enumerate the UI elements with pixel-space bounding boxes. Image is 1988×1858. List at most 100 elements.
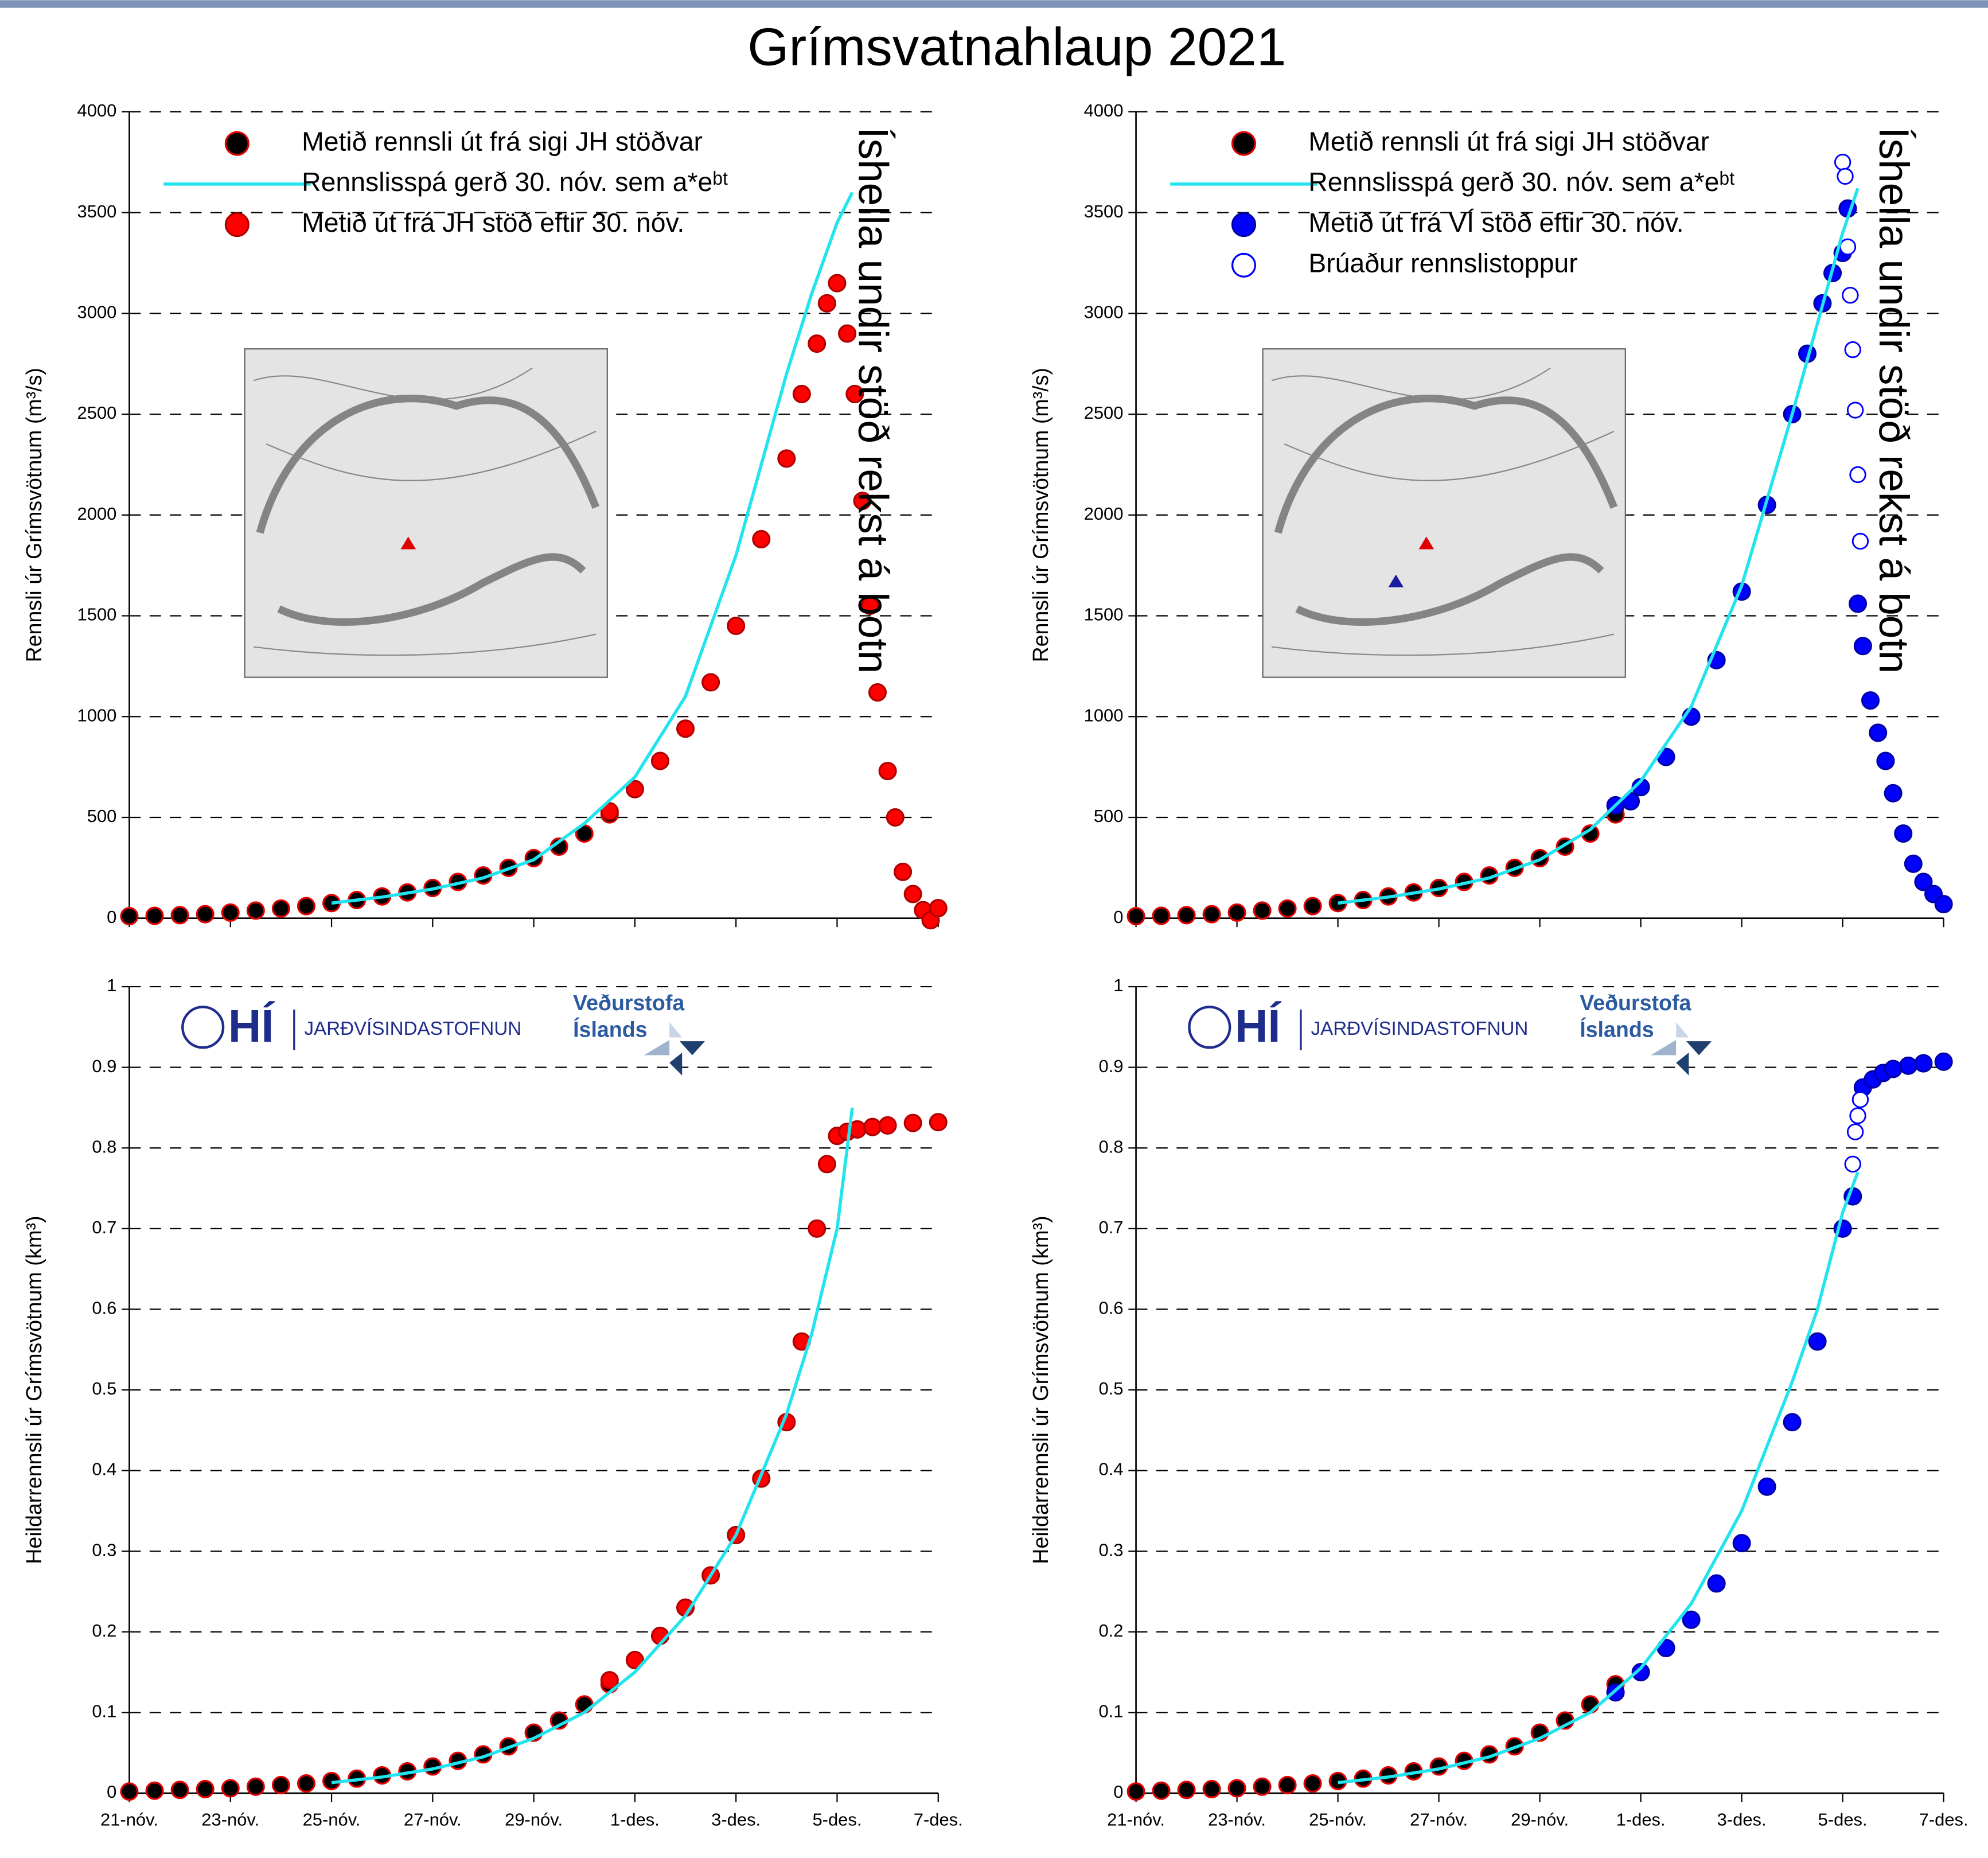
data-point bbox=[1683, 1611, 1699, 1628]
data-point-open bbox=[1847, 1124, 1863, 1140]
data-point-open bbox=[1838, 169, 1853, 184]
x-tick-label: 23-nóv. bbox=[1208, 1810, 1266, 1830]
page: {"title": "Grímsvatnahlaup 2021", "logos… bbox=[0, 0, 1988, 1858]
data-point bbox=[1733, 1535, 1750, 1552]
x-tick-label: 23-nóv. bbox=[201, 1810, 259, 1830]
data-point bbox=[930, 900, 946, 917]
legend-marker bbox=[1233, 132, 1256, 155]
logo-text: JARÐVÍSINDASTOFNUN bbox=[305, 1018, 522, 1039]
y-tick-label: 1500 bbox=[77, 605, 117, 625]
figure: Grímsvatnahlaup 2021 Íshella undir stöð … bbox=[0, 0, 1988, 1858]
legend-marker bbox=[1233, 254, 1256, 276]
data-point bbox=[870, 684, 886, 701]
y-tick-label: 2500 bbox=[1084, 403, 1124, 423]
y-tick-label: 0 bbox=[1113, 1782, 1123, 1802]
legend-label: Metið rennsli út frá sigi JH stöðvar bbox=[302, 126, 703, 156]
data-point bbox=[1128, 1783, 1144, 1800]
data-point bbox=[1279, 1777, 1296, 1794]
x-tick-label: 7-des. bbox=[914, 1810, 963, 1830]
figure-title: Grímsvatnahlaup 2021 bbox=[747, 17, 1286, 76]
y-tick-label: 4000 bbox=[1084, 100, 1124, 120]
data-point bbox=[809, 1220, 825, 1237]
data-point bbox=[879, 763, 896, 780]
data-point bbox=[247, 902, 264, 919]
data-point bbox=[1254, 1778, 1270, 1795]
data-point bbox=[809, 336, 825, 352]
data-point bbox=[1708, 1575, 1725, 1592]
logo-text: Veðurstofa bbox=[1580, 991, 1691, 1015]
y-tick-label: 500 bbox=[87, 806, 117, 826]
y-tick-label: 0.4 bbox=[1098, 1459, 1123, 1479]
logo-text: Íslands bbox=[1580, 1017, 1654, 1041]
data-point bbox=[1870, 724, 1886, 741]
y-tick-label: 3000 bbox=[77, 302, 117, 322]
data-point bbox=[930, 1114, 946, 1131]
data-point bbox=[197, 1781, 213, 1798]
x-tick-label: 27-nóv. bbox=[404, 1810, 462, 1830]
data-point bbox=[879, 1117, 896, 1134]
data-point bbox=[1935, 1053, 1952, 1070]
data-point bbox=[1784, 1414, 1800, 1431]
x-tick-label: 5-des. bbox=[812, 1810, 862, 1830]
y-tick-label: 2000 bbox=[1084, 504, 1124, 524]
top-band bbox=[0, 0, 1988, 7]
inset-map bbox=[1263, 349, 1626, 677]
y-tick-label: 1 bbox=[1113, 975, 1123, 995]
logo-text: HÍ bbox=[228, 1000, 275, 1051]
background bbox=[0, 0, 1988, 1857]
data-point-open bbox=[1853, 1092, 1868, 1108]
data-point bbox=[895, 864, 911, 881]
y-tick-label: 0 bbox=[107, 907, 116, 927]
x-tick-label: 7-des. bbox=[1919, 1810, 1968, 1830]
y-tick-label: 0 bbox=[107, 1782, 116, 1802]
logo-text: JARÐVÍSINDASTOFNUN bbox=[1311, 1018, 1529, 1039]
legend-label: Metið út frá VÍ stöð eftir 30. nóv. bbox=[1308, 208, 1683, 237]
data-point-open bbox=[1850, 1108, 1866, 1124]
data-point bbox=[1895, 825, 1912, 842]
legend-label: Rennslisspá gerð 30. nóv. sem a*eᵇᵗ bbox=[302, 167, 728, 197]
data-point bbox=[222, 1780, 239, 1797]
data-point bbox=[1900, 1057, 1917, 1074]
data-point bbox=[146, 907, 163, 924]
x-tick-label: 21-nóv. bbox=[100, 1810, 158, 1830]
data-point-open bbox=[1845, 1156, 1861, 1172]
data-point bbox=[298, 898, 315, 914]
data-point-open bbox=[1853, 533, 1868, 549]
data-point bbox=[728, 618, 744, 634]
data-point bbox=[1279, 900, 1296, 917]
y-tick-label: 0.8 bbox=[1098, 1136, 1123, 1156]
data-point bbox=[1935, 896, 1952, 913]
data-point bbox=[1203, 1781, 1220, 1798]
data-point-open bbox=[1845, 342, 1861, 357]
y-tick-label: 0.9 bbox=[1098, 1056, 1123, 1076]
data-point bbox=[905, 1115, 921, 1131]
y-tick-label: 0.6 bbox=[92, 1298, 116, 1318]
data-point-open bbox=[1843, 287, 1858, 303]
x-tick-label: 29-nóv. bbox=[505, 1810, 563, 1830]
legend-marker bbox=[1233, 213, 1256, 236]
data-point bbox=[273, 1777, 290, 1794]
data-point bbox=[1915, 1055, 1932, 1072]
shade-annotation: Íshella undir stöð rekst á botn bbox=[849, 127, 896, 673]
inset-map bbox=[245, 349, 607, 677]
y-tick-label: 1500 bbox=[1084, 605, 1124, 625]
data-point bbox=[703, 674, 719, 691]
data-point bbox=[829, 275, 845, 291]
logo-text: Veðurstofa bbox=[573, 991, 685, 1015]
y-tick-label: 0.6 bbox=[1098, 1298, 1123, 1318]
data-point bbox=[753, 531, 770, 548]
data-point-open bbox=[1847, 403, 1863, 418]
data-point bbox=[1885, 785, 1901, 801]
data-point bbox=[1229, 905, 1245, 921]
x-tick-label: 27-nóv. bbox=[1410, 1810, 1468, 1830]
data-point bbox=[1254, 902, 1270, 919]
data-point bbox=[864, 1119, 881, 1135]
y-tick-label: 0.2 bbox=[92, 1621, 116, 1641]
y-tick-label: 1 bbox=[107, 975, 116, 995]
data-point bbox=[1582, 1696, 1599, 1713]
y-tick-label: 4000 bbox=[77, 100, 117, 120]
data-point bbox=[1885, 1061, 1901, 1077]
y-tick-label: 0.3 bbox=[92, 1540, 116, 1560]
y-tick-label: 0.5 bbox=[92, 1378, 116, 1399]
data-point bbox=[1178, 1782, 1195, 1798]
